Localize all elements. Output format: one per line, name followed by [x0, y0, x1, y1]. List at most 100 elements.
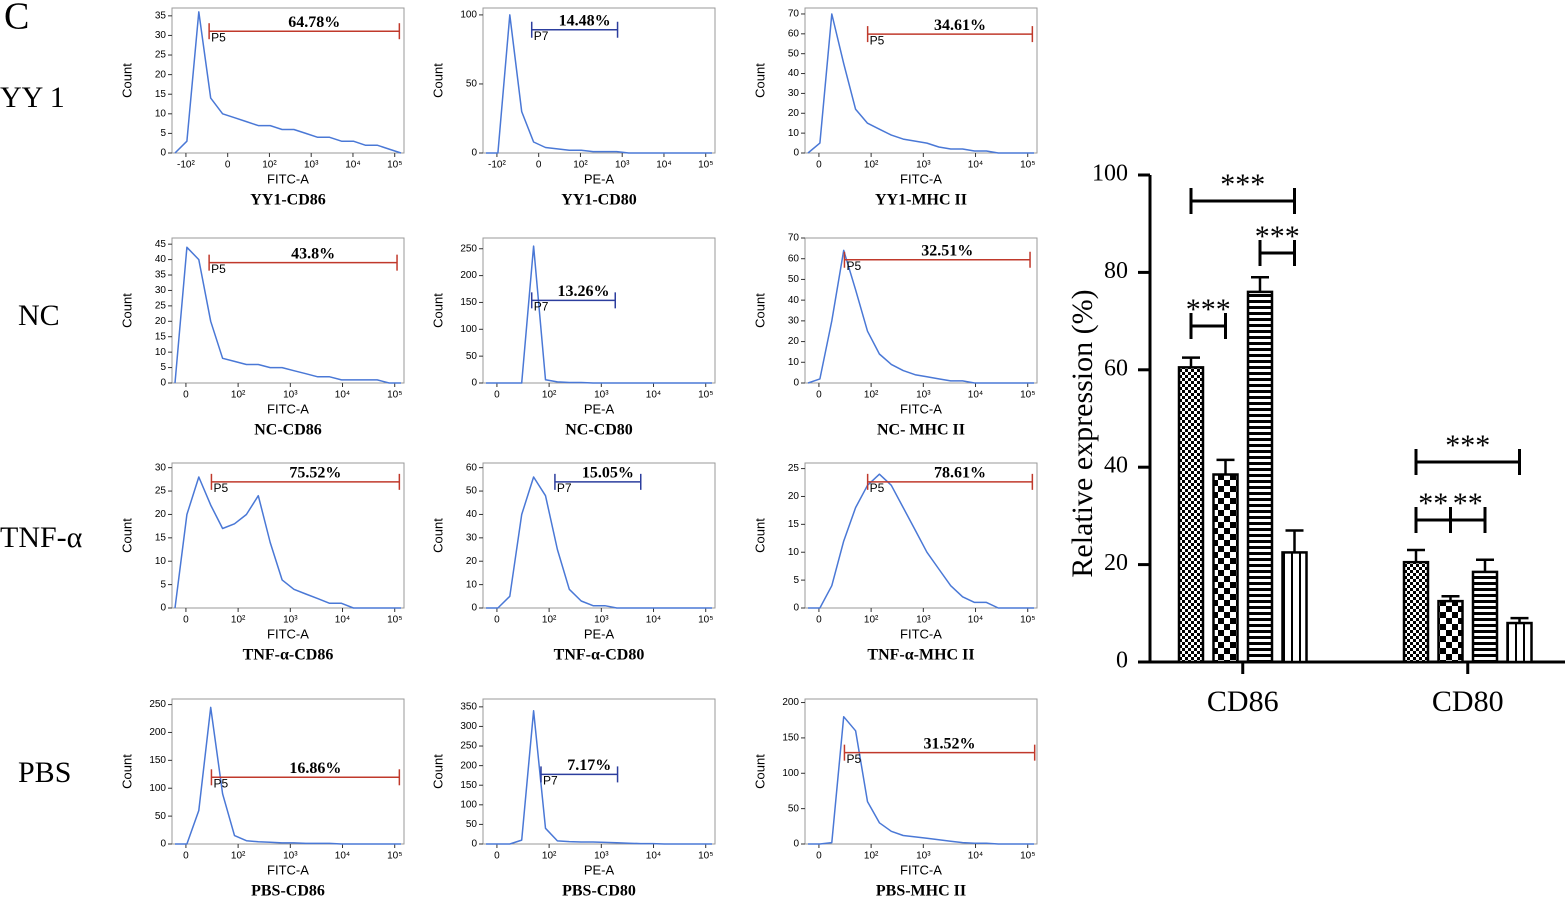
y-tick-label: 60: [788, 253, 800, 264]
y-tick-label: 10: [788, 547, 800, 558]
y-tick-label: 25: [155, 486, 167, 497]
histogram-curve: [486, 14, 712, 154]
gate-label: P7: [534, 300, 549, 314]
x-tick-label: 10²: [542, 390, 557, 401]
plot-frame: [171, 237, 405, 384]
y-tick-label: 150: [460, 297, 477, 308]
x-tick-label: 10⁴: [335, 615, 350, 626]
x-tick-label: 10³: [283, 851, 298, 862]
gate-label: P5: [211, 262, 226, 276]
x-tick-label: 10⁵: [387, 851, 402, 862]
x-tick-label: 10²: [231, 615, 246, 626]
y-tick-label: 0: [793, 839, 799, 850]
y-tick-label: 15: [788, 519, 800, 530]
x-tick-label: 10⁴: [968, 160, 983, 171]
y-tick-label: 80: [1104, 258, 1128, 284]
histogram-curve: [807, 249, 1034, 384]
x-tick-label: 10²: [262, 160, 277, 171]
gate-label: P7: [534, 29, 549, 43]
y-tick-label: 50: [788, 48, 800, 59]
x-tick-label: 10⁵: [387, 160, 402, 171]
x-axis-label: FITC-A: [267, 401, 309, 416]
gate-percent: 13.26%: [557, 283, 609, 300]
y-tick-label: 200: [149, 727, 166, 738]
y-tick-label: 50: [788, 803, 800, 814]
y-axis-label: Count: [119, 518, 134, 553]
y-tick-label: 60: [1104, 355, 1128, 381]
x-tick-label: 10⁴: [646, 851, 661, 862]
x-axis-label: PE-A: [584, 626, 615, 641]
y-tick-label: 0: [793, 148, 799, 159]
x-axis-label: FITC-A: [267, 171, 309, 186]
gate-label: P5: [870, 481, 885, 495]
x-tick-label: 10³: [594, 851, 609, 862]
histogram-curve: [174, 11, 402, 154]
y-tick-label: 40: [466, 509, 478, 520]
y-tick-label: 100: [460, 799, 477, 810]
gate-percent: 16.86%: [289, 760, 341, 777]
y-tick-label: 25: [155, 301, 167, 312]
y-tick-label: 50: [466, 486, 478, 497]
y-tick-label: 30: [155, 30, 167, 41]
x-tick-label: 10³: [283, 390, 298, 401]
x-tick-label: 10³: [916, 390, 931, 401]
histogram-curve: [174, 246, 401, 384]
y-tick-label: 45: [155, 239, 167, 250]
x-tick-label: 10²: [573, 160, 588, 171]
gate-percent: 43.8%: [291, 245, 335, 262]
x-tick-label: 10⁵: [698, 851, 713, 862]
plot-frame: [482, 698, 716, 845]
y-tick-label: 10: [155, 556, 167, 567]
y-tick-label: 150: [149, 755, 166, 766]
y-tick-label: 5: [160, 579, 166, 590]
y-tick-label: 250: [460, 741, 477, 752]
x-tick-label: 10⁴: [646, 615, 661, 626]
y-tick-label: 10: [155, 108, 167, 119]
bar: [1402, 560, 1430, 664]
y-tick-label: 20: [788, 108, 800, 119]
y-tick-label: 150: [460, 780, 477, 791]
y-tick-label: 200: [782, 697, 799, 708]
plot-frame: [482, 237, 716, 384]
histogram-title: TNF-α-CD86: [243, 647, 334, 664]
y-tick-label: 300: [460, 721, 477, 732]
significance: **: [1453, 487, 1483, 520]
x-tick-label: 0: [494, 851, 500, 862]
panel-label: C: [4, 0, 29, 38]
significance: ***: [1445, 429, 1490, 462]
y-tick-label: 30: [788, 88, 800, 99]
x-tick-label: 10⁴: [345, 160, 360, 171]
histogram-curve: [808, 473, 1034, 609]
x-tick-label: 10²: [864, 615, 879, 626]
x-axis-label: FITC-A: [900, 862, 942, 877]
x-tick-label: 10⁵: [387, 390, 402, 401]
y-tick-label: 35: [155, 10, 167, 21]
histogram-title: TNF-α-MHC II: [867, 647, 974, 664]
y-tick-label: 20: [155, 316, 167, 327]
x-tick-label: 0: [225, 160, 231, 171]
y-tick-label: 30: [466, 532, 478, 543]
y-tick-label: 100: [782, 768, 799, 779]
x-tick-label: 10²: [864, 160, 879, 171]
y-tick-label: 20: [788, 491, 800, 502]
x-tick-label: 0: [816, 851, 822, 862]
y-tick-label: 60: [466, 462, 478, 473]
y-tick-label: 0: [160, 603, 166, 614]
gate-label: P5: [211, 30, 226, 44]
y-tick-label: 200: [460, 760, 477, 771]
row-label: PBS: [18, 756, 71, 789]
y-axis-label: Count: [119, 293, 134, 328]
y-tick-label: 0: [160, 839, 166, 850]
y-tick-label: 0: [471, 839, 477, 850]
bar: [1246, 290, 1274, 664]
x-tick-label: 0: [494, 615, 500, 626]
histogram-title: PBS-CD86: [251, 883, 325, 898]
plot-frame: [804, 7, 1038, 154]
x-tick-label: 0: [536, 160, 542, 171]
y-tick-label: 40: [1104, 453, 1128, 479]
bar: [1471, 570, 1499, 664]
x-tick-label: 10²: [542, 615, 557, 626]
histogram-curve: [174, 476, 401, 609]
plot-frame: [804, 698, 1038, 845]
y-tick-label: 100: [1092, 161, 1128, 187]
